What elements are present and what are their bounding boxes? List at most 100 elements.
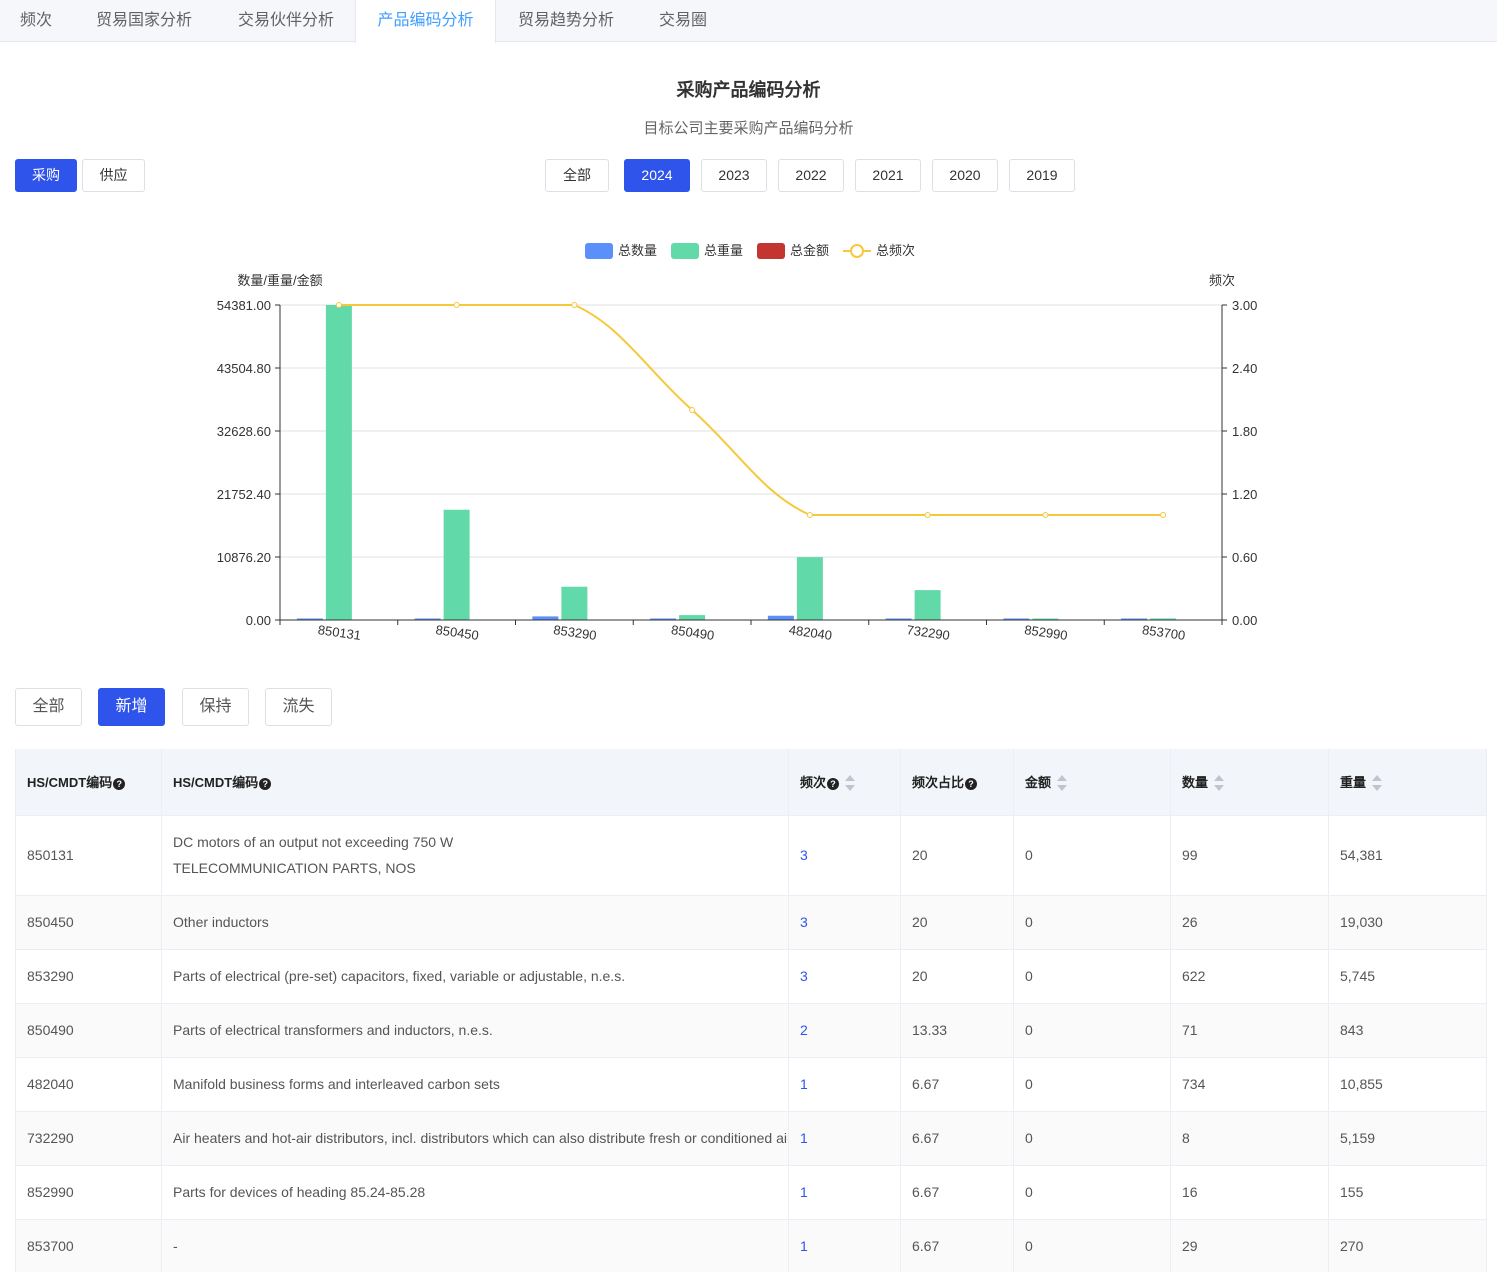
chart-bars — [297, 305, 1176, 620]
sort-icon[interactable] — [845, 775, 855, 791]
y-left-tick-label: 0.00 — [246, 613, 271, 628]
cell-amount: 0 — [1014, 1111, 1171, 1165]
y-right-tick-label: 2.40 — [1232, 361, 1257, 376]
cell-code: 850131 — [16, 815, 162, 895]
frequency-point — [690, 408, 695, 413]
help-icon[interactable]: ? — [827, 778, 839, 790]
bar-总重量 — [797, 557, 823, 620]
cell-frequency-link[interactable]: 1 — [789, 1165, 901, 1219]
sort-icon[interactable] — [1372, 775, 1382, 791]
cell-ratio: 6.67 — [901, 1057, 1014, 1111]
legend-swatch — [671, 243, 699, 259]
y-left-tick-label: 43504.80 — [217, 361, 271, 376]
table-row: 850450 Other inductors 3 20 0 26 19,030 — [16, 895, 1487, 949]
col-frequency[interactable]: 频次? — [789, 749, 901, 815]
y-right-axis-label: 频次 — [1209, 273, 1235, 288]
sort-icon[interactable] — [1057, 775, 1067, 791]
frequency-point — [572, 303, 577, 308]
cell-weight: 19,030 — [1329, 895, 1487, 949]
tab-frequency[interactable]: 频次 — [0, 0, 72, 42]
year-2022-button[interactable]: 2022 — [778, 159, 844, 192]
table-header-row: HS/CMDT编码? HS/CMDT编码? 频次? 频次占比? 金额 数量 重量 — [16, 749, 1487, 815]
col-quantity[interactable]: 数量 — [1171, 749, 1329, 815]
cell-frequency-link[interactable]: 1 — [789, 1111, 901, 1165]
tab-bar: 频次 贸易国家分析 交易伙伴分析 产品编码分析 贸易趋势分析 交易圈 — [0, 0, 1497, 42]
tab-product-code[interactable]: 产品编码分析 — [355, 0, 496, 43]
bar-总重量 — [679, 615, 705, 620]
filter-lost-button[interactable]: 流失 — [265, 688, 332, 726]
bar-总数量 — [768, 616, 794, 620]
cell-frequency-link[interactable]: 2 — [789, 1003, 901, 1057]
y-left-axis-label: 数量/重量/金额 — [237, 273, 322, 288]
year-2023-button[interactable]: 2023 — [701, 159, 767, 192]
year-2024-button[interactable]: 2024 — [624, 159, 690, 192]
bar-总数量 — [532, 616, 558, 620]
legend-label: 总金额 — [790, 243, 829, 258]
cell-amount: 0 — [1014, 1165, 1171, 1219]
tab-trade-circle[interactable]: 交易圈 — [636, 0, 730, 42]
cell-weight: 10,855 — [1329, 1057, 1487, 1111]
year-2021-button[interactable]: 2021 — [855, 159, 921, 192]
x-tick-label: 732290 — [906, 622, 951, 643]
cell-ratio: 6.67 — [901, 1219, 1014, 1272]
cell-frequency-link[interactable]: 3 — [789, 895, 901, 949]
table-row: 853700 - 1 6.67 0 29 270 — [16, 1219, 1487, 1272]
cell-frequency-link[interactable]: 1 — [789, 1057, 901, 1111]
col-weight[interactable]: 重量 — [1329, 749, 1487, 815]
cell-weight: 843 — [1329, 1003, 1487, 1057]
cell-weight: 270 — [1329, 1219, 1487, 1272]
y-left-tick-label: 54381.00 — [217, 298, 271, 313]
x-tick-label: 850490 — [670, 622, 715, 643]
y-right-tick-label: 1.20 — [1232, 487, 1257, 502]
x-tick-label: 850450 — [435, 622, 480, 643]
frequency-point — [454, 303, 459, 308]
cell-code: 850450 — [16, 895, 162, 949]
help-icon[interactable]: ? — [259, 778, 271, 790]
cell-amount: 0 — [1014, 815, 1171, 895]
cell-frequency-link[interactable]: 3 — [789, 815, 901, 895]
tab-trade-country[interactable]: 贸易国家分析 — [72, 0, 216, 42]
sort-icon[interactable] — [1214, 775, 1224, 791]
frequency-line — [339, 305, 1163, 515]
filter-all-button[interactable]: 全部 — [15, 688, 82, 726]
cell-weight: 5,159 — [1329, 1111, 1487, 1165]
product-code-table: HS/CMDT编码? HS/CMDT编码? 频次? 频次占比? 金额 数量 重量… — [15, 749, 1487, 1272]
tab-trade-trend[interactable]: 贸易趋势分析 — [496, 0, 636, 42]
cell-amount: 0 — [1014, 1057, 1171, 1111]
cell-amount: 0 — [1014, 895, 1171, 949]
cell-desc: Other inductors — [162, 895, 789, 949]
table-row: 853290 Parts of electrical (pre-set) cap… — [16, 949, 1487, 1003]
frequency-point — [1161, 513, 1166, 518]
cell-code: 852990 — [16, 1165, 162, 1219]
year-all-button[interactable]: 全部 — [545, 159, 609, 192]
cell-weight: 5,745 — [1329, 949, 1487, 1003]
filter-keep-button[interactable]: 保持 — [182, 688, 249, 726]
cell-frequency-link[interactable]: 3 — [789, 949, 901, 1003]
table-row: 482040 Manifold business forms and inter… — [16, 1057, 1487, 1111]
cell-quantity: 99 — [1171, 815, 1329, 895]
buy-button[interactable]: 采购 — [15, 159, 77, 192]
chart-grid — [280, 305, 1222, 557]
chart-legend: 总数量 总重量 总金额 总频次 — [585, 243, 915, 259]
cell-code: 853700 — [16, 1219, 162, 1272]
x-tick-label: 853700 — [1141, 622, 1186, 643]
frequency-point — [336, 303, 341, 308]
supply-button[interactable]: 供应 — [82, 159, 145, 192]
filter-new-button[interactable]: 新增 — [98, 688, 165, 726]
page-title: 采购产品编码分析 — [0, 76, 1497, 102]
year-2020-button[interactable]: 2020 — [932, 159, 998, 192]
cell-amount: 0 — [1014, 1219, 1171, 1272]
table-row: 850131 DC motors of an output not exceed… — [16, 815, 1487, 895]
year-2019-button[interactable]: 2019 — [1009, 159, 1075, 192]
cell-amount: 0 — [1014, 949, 1171, 1003]
cell-frequency-link[interactable]: 1 — [789, 1219, 901, 1272]
bar-总重量 — [444, 510, 470, 620]
col-amount[interactable]: 金额 — [1014, 749, 1171, 815]
col-hs-code: HS/CMDT编码? — [16, 749, 162, 815]
help-icon[interactable]: ? — [113, 778, 125, 790]
x-tick-label: 853290 — [552, 622, 597, 643]
page-subtitle: 目标公司主要采购产品编码分析 — [0, 117, 1497, 138]
help-icon[interactable]: ? — [965, 778, 977, 790]
legend-swatch — [585, 243, 613, 259]
tab-trade-partner[interactable]: 交易伙伴分析 — [216, 0, 356, 42]
